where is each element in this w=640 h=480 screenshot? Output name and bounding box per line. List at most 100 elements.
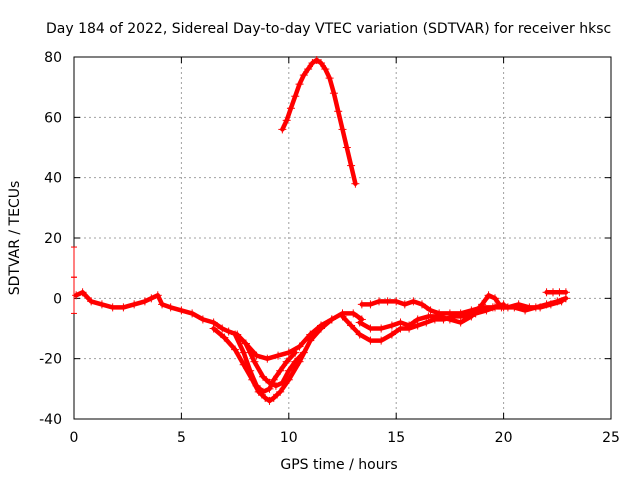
data-point xyxy=(351,179,360,188)
data-point xyxy=(321,65,330,74)
data-point xyxy=(177,306,186,315)
data-point xyxy=(413,315,422,324)
data-point xyxy=(295,80,304,89)
data-point xyxy=(338,125,347,134)
data-point xyxy=(278,125,287,134)
y-tick-label: 80 xyxy=(44,50,62,66)
y-axis-title: SDTVAR / TECUs xyxy=(7,181,23,296)
data-point xyxy=(241,339,250,348)
data-point xyxy=(546,300,555,309)
data-point xyxy=(291,348,300,357)
data-point xyxy=(299,71,308,80)
data-point xyxy=(396,318,405,327)
data-point xyxy=(349,309,358,318)
data-point xyxy=(286,104,295,113)
data-point xyxy=(375,297,384,306)
data-point xyxy=(147,294,156,303)
x-tick-label: 15 xyxy=(387,430,405,446)
series-line-right-mid xyxy=(357,293,564,331)
y-tick-label: -40 xyxy=(39,412,62,428)
data-point xyxy=(355,330,364,339)
x-tick-label: 20 xyxy=(495,430,513,446)
data-point xyxy=(78,288,87,297)
data-point xyxy=(456,318,465,327)
data-point xyxy=(536,303,545,312)
data-point xyxy=(317,59,326,68)
data-point xyxy=(422,318,431,327)
data-point xyxy=(209,324,218,333)
data-point xyxy=(231,330,240,339)
x-tick-label: 0 xyxy=(70,430,79,446)
data-point xyxy=(334,107,343,116)
x-tick-label: 10 xyxy=(280,430,298,446)
data-point xyxy=(153,291,162,300)
data-point xyxy=(239,348,248,357)
data-point xyxy=(525,303,534,312)
data-point xyxy=(263,354,272,363)
data-point xyxy=(284,366,293,375)
data-point xyxy=(377,336,386,345)
data-point xyxy=(357,300,366,309)
data-point xyxy=(158,300,167,309)
data-point xyxy=(409,297,418,306)
data-point xyxy=(119,303,128,312)
y-tick-label: 0 xyxy=(53,291,62,307)
data-point xyxy=(484,291,493,300)
data-point xyxy=(291,92,300,101)
data-point xyxy=(278,378,287,387)
data-point xyxy=(366,336,375,345)
data-point xyxy=(312,56,321,65)
y-tick-label: 40 xyxy=(44,171,62,187)
data-point xyxy=(445,315,454,324)
series-line-track-c xyxy=(232,332,298,395)
data-point xyxy=(366,300,375,309)
data-point xyxy=(467,312,476,321)
data-point xyxy=(503,303,512,312)
data-point xyxy=(514,300,523,309)
data-point xyxy=(231,345,240,354)
data-point xyxy=(325,74,334,83)
data-point xyxy=(299,348,308,357)
y-tick-label: 20 xyxy=(44,231,62,247)
data-point xyxy=(435,312,444,321)
axis-ticks xyxy=(73,56,612,420)
data-point xyxy=(220,333,229,342)
x-tick-labels: 0 5 10 15 20 25 xyxy=(70,430,620,446)
data-point xyxy=(224,327,233,336)
data-point xyxy=(338,312,347,321)
data-point xyxy=(259,387,268,396)
data-point xyxy=(271,381,280,390)
data-point xyxy=(282,116,291,125)
data-point xyxy=(259,372,268,381)
data-point xyxy=(140,297,149,306)
data-point xyxy=(276,366,285,375)
data-point xyxy=(478,300,487,309)
data-point xyxy=(377,324,386,333)
data-point xyxy=(383,297,392,306)
data-point xyxy=(265,396,274,405)
data-point xyxy=(295,342,304,351)
data-point xyxy=(87,297,96,306)
gridlines xyxy=(74,57,611,419)
data-point xyxy=(308,59,317,68)
data-point xyxy=(218,324,227,333)
chart-title: Day 184 of 2022, Sidereal Day-to-day VTE… xyxy=(46,21,611,37)
data-point xyxy=(265,378,274,387)
x-tick-label: 5 xyxy=(177,430,186,446)
data-point xyxy=(188,309,197,318)
data-point xyxy=(342,143,351,152)
data-point xyxy=(246,366,255,375)
data-point xyxy=(306,336,315,345)
data-point xyxy=(561,288,570,297)
data-point xyxy=(97,300,106,309)
x-axis-title: GPS time / hours xyxy=(280,457,397,473)
series-line-arc xyxy=(280,57,358,186)
data-series xyxy=(72,56,570,405)
data-point xyxy=(108,303,117,312)
data-point xyxy=(327,315,336,324)
data-point xyxy=(304,65,313,74)
data-point xyxy=(347,321,356,330)
data-point xyxy=(291,357,300,366)
data-point xyxy=(392,297,401,306)
